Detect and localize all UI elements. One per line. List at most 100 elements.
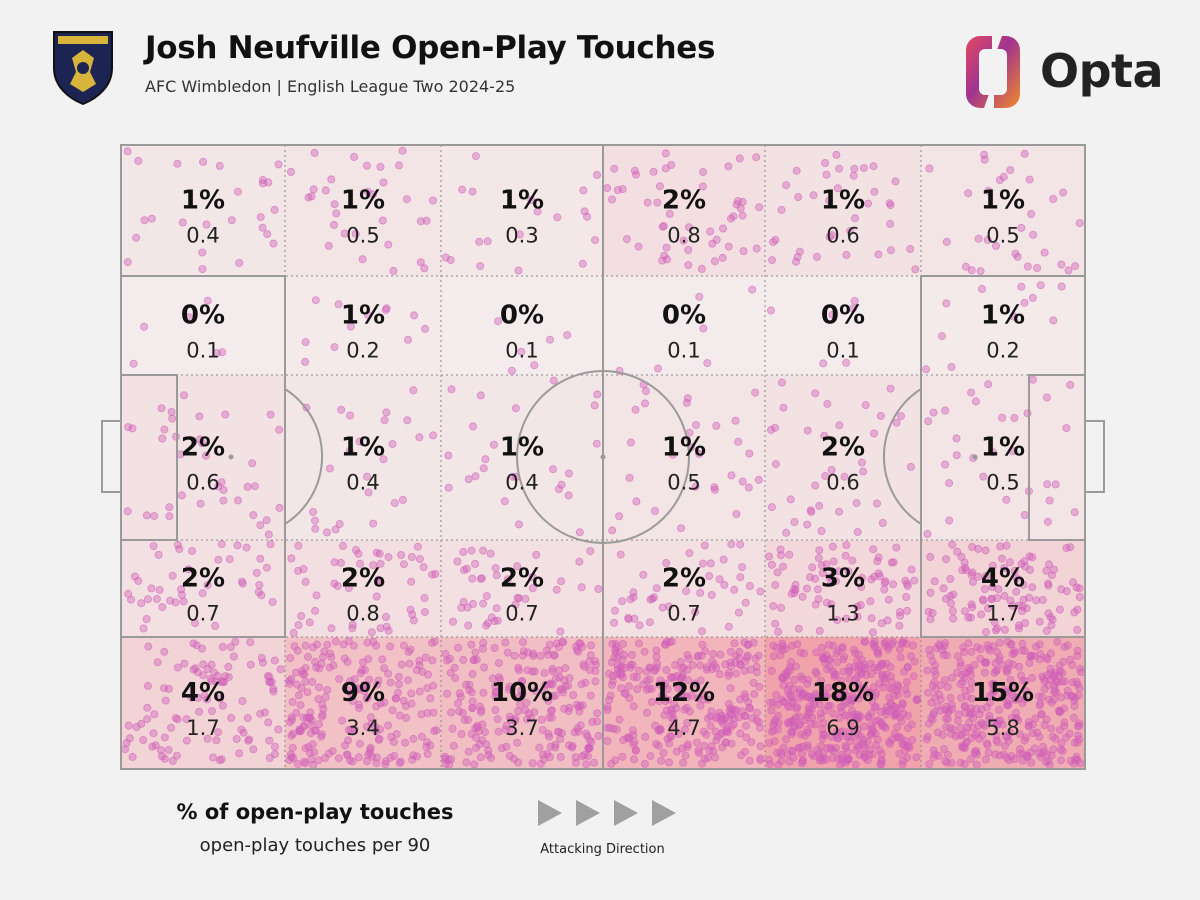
- touch-dot: [552, 639, 561, 648]
- touch-dot: [743, 653, 752, 662]
- touch-dot: [710, 257, 719, 266]
- touch-dot: [839, 667, 848, 676]
- touch-dot: [177, 585, 186, 594]
- touch-dot: [458, 709, 467, 718]
- touch-dot: [842, 691, 851, 700]
- touch-dot: [388, 440, 397, 449]
- touch-dot: [625, 694, 634, 703]
- touch-dot: [900, 667, 909, 676]
- zone-percent-label: 4%: [181, 678, 225, 708]
- touch-dot: [301, 759, 310, 768]
- right-goal: [1084, 420, 1105, 493]
- touch-dot: [397, 551, 406, 560]
- touch-dot: [674, 684, 683, 693]
- touch-dot: [941, 406, 950, 415]
- touch-dot: [379, 455, 388, 464]
- touch-dot: [140, 322, 149, 331]
- touch-dot: [605, 696, 614, 705]
- touch-dot: [870, 641, 879, 650]
- zone-percent-label: 0%: [181, 301, 225, 331]
- touch-dot: [552, 585, 561, 594]
- touch-dot: [687, 691, 696, 700]
- touch-dot: [1021, 619, 1030, 628]
- touch-dot: [821, 706, 830, 715]
- touch-dot: [1049, 695, 1058, 704]
- touch-dot: [835, 507, 844, 516]
- touch-dot: [325, 663, 334, 672]
- touch-dot: [870, 637, 879, 646]
- touch-dot: [294, 621, 303, 630]
- touch-dot: [449, 741, 458, 750]
- touch-dot: [941, 460, 950, 469]
- touch-dot: [301, 338, 310, 347]
- touch-dot: [747, 738, 756, 747]
- touch-dot: [299, 565, 308, 574]
- touch-dot: [454, 699, 463, 708]
- touch-dot: [1056, 707, 1065, 716]
- touch-dot: [335, 675, 344, 684]
- touch-dot: [821, 158, 830, 167]
- touch-dot: [824, 196, 833, 205]
- touch-dot: [803, 741, 812, 750]
- touch-dot: [996, 542, 1005, 551]
- touch-dot: [257, 654, 266, 663]
- touch-dot: [1060, 677, 1069, 686]
- touch-dot: [479, 688, 488, 697]
- touch-dot: [887, 246, 896, 255]
- touch-dot: [730, 585, 739, 594]
- touch-dot: [448, 724, 457, 733]
- touch-dot: [468, 599, 477, 608]
- touch-dot: [925, 760, 934, 769]
- touch-dot: [923, 529, 932, 538]
- touch-dot: [691, 482, 700, 491]
- touch-dot: [941, 714, 950, 723]
- touch-dot: [362, 722, 371, 731]
- touch-dot: [513, 594, 522, 603]
- touch-dot: [294, 541, 303, 550]
- touch-dot: [657, 756, 666, 765]
- touch-dot: [546, 679, 555, 688]
- touch-dot: [1015, 745, 1024, 754]
- touch-dot: [1028, 729, 1037, 738]
- zone-percent-label: 3%: [821, 564, 865, 594]
- touch-dot: [833, 616, 842, 625]
- touch-dot: [365, 749, 374, 758]
- touch-dot: [1043, 517, 1052, 526]
- touch-dot: [475, 702, 484, 711]
- touch-dot: [964, 639, 973, 648]
- touch-dot: [1047, 724, 1056, 733]
- touch-dot: [384, 553, 393, 562]
- touch-dot: [582, 760, 591, 769]
- touch-dot: [368, 190, 377, 199]
- touch-dot: [327, 653, 336, 662]
- touch-dot: [1063, 641, 1072, 650]
- touch-dot: [845, 663, 854, 672]
- touch-dot: [939, 584, 948, 593]
- touch-dot: [1055, 726, 1064, 735]
- touch-dot: [565, 674, 574, 683]
- touch-dot: [871, 702, 880, 711]
- play-triangle-icon: [538, 800, 562, 826]
- touch-dot: [782, 181, 791, 190]
- touch-dot: [301, 577, 310, 586]
- touch-dot: [428, 656, 437, 665]
- touch-dot: [641, 399, 650, 408]
- touch-dot: [518, 638, 527, 647]
- touch-dot: [505, 751, 514, 760]
- touch-dot: [751, 654, 760, 663]
- touch-dot: [235, 749, 244, 758]
- touch-dot: [154, 550, 163, 559]
- touch-dot: [193, 693, 202, 702]
- touch-dot: [866, 597, 875, 606]
- touch-dot: [429, 708, 438, 717]
- touch-dot: [376, 624, 385, 633]
- touch-dot: [547, 707, 556, 716]
- touch-dot: [579, 186, 588, 195]
- touch-dot: [577, 680, 586, 689]
- touch-dot: [803, 679, 812, 688]
- touch-dot: [773, 725, 782, 734]
- touch-dot: [703, 714, 712, 723]
- touch-dot: [1032, 642, 1041, 651]
- touch-dot: [998, 413, 1007, 422]
- touch-dot: [980, 585, 989, 594]
